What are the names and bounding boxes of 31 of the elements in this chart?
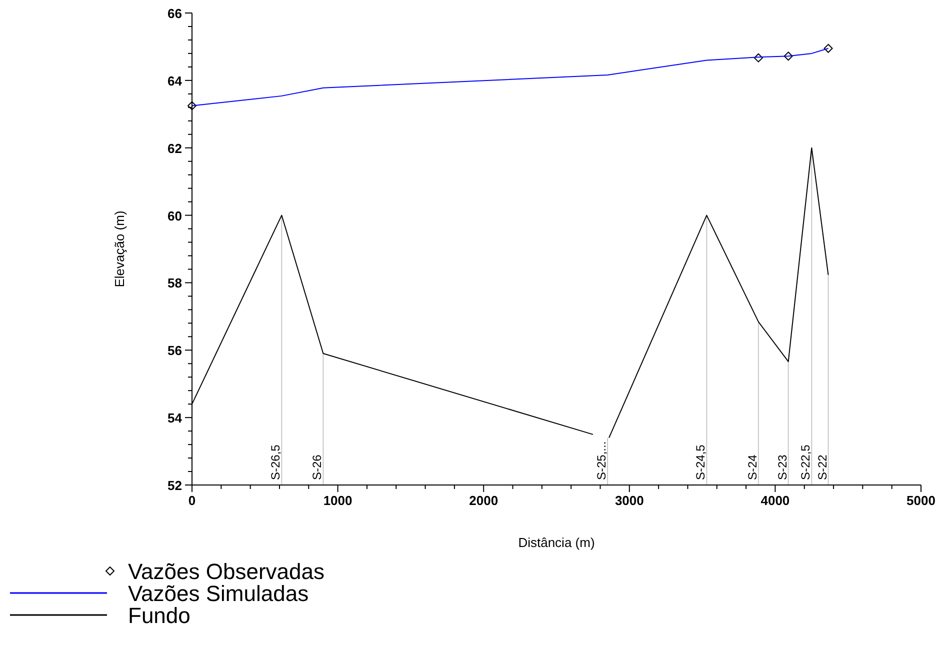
x-tick-label: 4000 (760, 493, 790, 508)
annotation: S-26,5 (268, 444, 283, 480)
annotation: S-26 (310, 454, 324, 480)
y-tick-label: 52 (168, 478, 182, 493)
annotation: S-22,5 (798, 444, 813, 480)
x-tick-label: 3000 (614, 493, 644, 508)
legend-label: Vazões Simuladas (128, 581, 309, 606)
annotation: S-22 (815, 454, 830, 480)
x-tick-label: 0 (188, 493, 196, 508)
point (754, 53, 763, 62)
point (188, 101, 196, 110)
annotation: S-23 (775, 454, 790, 480)
annotation: S-24,5 (694, 444, 708, 480)
y-tick-label: 66 (168, 6, 182, 21)
legend-label: Fundo (128, 603, 190, 628)
y-axis-title: Elevação (m) (112, 210, 127, 288)
annotation: S-24 (745, 454, 760, 480)
x-tick-label: 5000 (906, 493, 936, 508)
annotation: S-25,... (594, 441, 609, 480)
y-tick-label: 58 (168, 276, 182, 291)
legend-label: Vazões Observadas (128, 559, 324, 584)
x-axis-title: Distância (m) (518, 535, 595, 550)
y-tick-label: 64 (168, 73, 183, 88)
y-tick-label: 60 (168, 208, 182, 224)
point (824, 44, 833, 53)
x-tick-label: 1000 (323, 493, 352, 508)
y-tick-label: 56 (168, 343, 182, 358)
y-tick-label: 54 (168, 410, 183, 426)
y-tick-label: 62 (168, 140, 182, 156)
x-tick-label: 2000 (469, 493, 498, 508)
point (784, 52, 793, 61)
